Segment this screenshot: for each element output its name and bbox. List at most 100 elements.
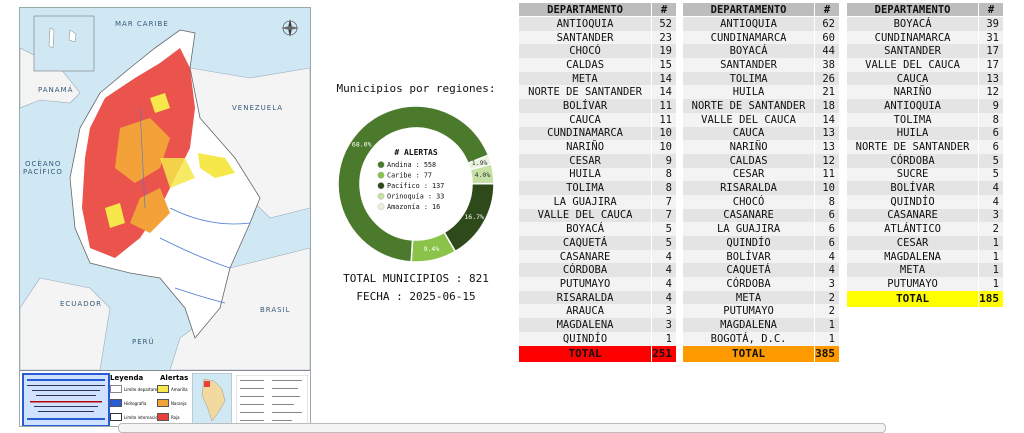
department-name: CESAR	[519, 153, 652, 168]
total-value: 251	[651, 345, 676, 362]
department-name: CÓRDOBA	[847, 153, 979, 168]
table-row: ATLÁNTICO 2	[847, 222, 1003, 236]
department-name: CASANARE	[519, 249, 652, 264]
table-row: CHOCÓ 19	[519, 44, 676, 59]
table-row: CESAR 1	[847, 236, 1003, 250]
alert-legend-item: Amarilla	[157, 385, 188, 393]
department-count: 18	[814, 99, 839, 113]
legend-item: Límite departamental	[110, 385, 167, 393]
department-name: QUINDÍO	[683, 236, 815, 250]
department-count: 39	[978, 16, 1003, 31]
table-row: SANTANDER 17	[847, 44, 1003, 59]
department-name: NORTE DE SANTANDER	[683, 99, 815, 113]
bottom-scroll-strip[interactable]	[118, 423, 886, 433]
country-label: ECUADOR	[60, 300, 102, 308]
report-date: FECHA : 2025-06-15	[356, 290, 476, 303]
department-name: MAGDALENA	[847, 249, 979, 264]
department-count: 19	[651, 44, 676, 59]
department-name: ARAUCA	[519, 304, 652, 319]
department-count: 26	[814, 71, 839, 86]
department-name: ANTIOQUIA	[683, 16, 815, 31]
department-count: 8	[651, 181, 676, 195]
table-row: CÓRDOBA 3	[683, 277, 839, 291]
department-count: 11	[651, 99, 676, 113]
column-header: DEPARTAMENTO	[683, 3, 815, 17]
department-count: 44	[814, 44, 839, 59]
institution-seal-icon	[27, 379, 105, 420]
department-count: 10	[651, 140, 676, 154]
table-row: CALDAS 15	[519, 58, 676, 72]
department-count: 1	[978, 249, 1003, 264]
table-row: META 14	[519, 71, 676, 86]
table-row: CASANARE 4	[519, 249, 676, 264]
table-row: BOGOTÁ, D.C. 1	[683, 331, 839, 346]
department-name: BOGOTÁ, D.C.	[683, 331, 815, 346]
table-row: BOYACÁ 39	[847, 16, 1003, 31]
table-row: CASANARE 6	[683, 208, 839, 223]
department-table: DEPARTAMENTO # BOYACÁ 39 CUNDINAMARCA 31 SANTA…	[847, 3, 1003, 307]
table-row: QUINDÍO 1	[519, 331, 676, 346]
department-name: HUILA	[519, 167, 652, 182]
total-label: TOTAL	[519, 345, 652, 362]
department-count: 8	[978, 112, 1003, 127]
department-name: BOLÍVAR	[847, 181, 979, 195]
total-municipios: TOTAL MUNICIPIOS : 821	[343, 272, 489, 285]
institution-logo	[22, 373, 110, 426]
department-count: 4	[651, 249, 676, 264]
donut-segment-label: 1.9%	[472, 159, 488, 167]
department-count: 3	[978, 208, 1003, 223]
country-label: VENEZUELA	[232, 104, 284, 112]
department-count: 1	[978, 263, 1003, 278]
table-row: META 1	[847, 263, 1003, 278]
table-row: MAGDALENA 3	[519, 318, 676, 332]
department-name: CAUCA	[519, 112, 652, 127]
department-name: CHOCÓ	[519, 44, 652, 59]
department-count: 2	[814, 290, 839, 305]
table-row: BOLÍVAR 4	[683, 249, 839, 264]
department-name: CAUCA	[683, 126, 815, 141]
table-row: CUNDINAMARCA 31	[847, 30, 1003, 45]
department-count: 11	[651, 112, 676, 127]
department-name: VALLE DEL CAUCA	[683, 112, 815, 127]
department-count: 60	[814, 30, 839, 45]
department-count: 4	[651, 277, 676, 291]
table-row: CÓRDOBA 5	[847, 153, 1003, 168]
department-count: 4	[651, 263, 676, 278]
total-row: TOTAL 385	[683, 345, 839, 362]
department-table: DEPARTAMENTO # ANTIOQUIA 6 2 CUNDINAMARCA 60 BO…	[683, 3, 839, 362]
column-header: #	[814, 3, 839, 17]
department-table: DEPARTAMENTO # ANTIOQUIA 52 SANTANDER 23 CHOCÓ…	[519, 3, 676, 362]
department-name: CASANARE	[683, 208, 815, 223]
table-row: PUTUMAYO 2	[683, 304, 839, 319]
table-row: CESAR 11	[683, 167, 839, 182]
department-count: 6	[814, 222, 839, 236]
department-count: 14	[651, 85, 676, 100]
department-count: 1	[814, 318, 839, 332]
table-row: CUNDINAMARCA 60	[683, 30, 839, 45]
table-row: CAUCA 11	[519, 112, 676, 127]
department-name: VALLE DEL CAUCA	[519, 208, 652, 223]
department-name: CHOCÓ	[683, 194, 815, 209]
table-row: RISARALDA 10	[683, 181, 839, 195]
total-label: TOTAL	[683, 345, 815, 362]
department-count: 8	[651, 167, 676, 182]
department-name: TOLIMA	[683, 71, 815, 86]
donut-legend-entry: Pacífico : 137	[387, 182, 444, 190]
department-name: BOLÍVAR	[519, 99, 652, 113]
department-name: VALLE DEL CAUCA	[847, 58, 979, 72]
table-row: VALLE DEL CAUCA 7	[519, 208, 676, 223]
department-count: 4	[814, 249, 839, 264]
department-name: NARIÑO	[519, 140, 652, 154]
department-count: 12	[978, 85, 1003, 100]
department-name: ANTIOQUIA	[519, 16, 652, 31]
table-row: ANTIOQUIA 52	[519, 16, 676, 31]
department-name: CALDAS	[519, 58, 652, 72]
department-count: 5	[651, 222, 676, 236]
department-name: CESAR	[683, 167, 815, 182]
department-name: META	[847, 263, 979, 278]
department-name: NORTE DE SANTANDER	[847, 140, 979, 154]
department-name: SUCRE	[847, 167, 979, 182]
department-count: 5	[978, 167, 1003, 182]
department-count: 3	[814, 277, 839, 291]
department-count: 13	[814, 126, 839, 141]
